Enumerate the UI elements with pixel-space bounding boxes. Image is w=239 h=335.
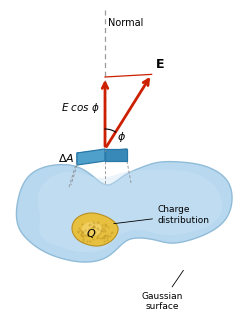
Text: ϕ: ϕ xyxy=(118,132,125,142)
Polygon shape xyxy=(38,170,222,252)
Text: $\mathbf{E}$: $\mathbf{E}$ xyxy=(155,58,164,71)
Polygon shape xyxy=(77,149,105,165)
Polygon shape xyxy=(72,213,118,246)
Polygon shape xyxy=(16,161,232,262)
Text: $Q$: $Q$ xyxy=(86,227,96,241)
Text: Gaussian
surface: Gaussian surface xyxy=(141,270,184,312)
Text: Charge
distribution: Charge distribution xyxy=(114,205,210,225)
Polygon shape xyxy=(77,149,127,161)
Text: $\Delta A$: $\Delta A$ xyxy=(58,152,74,164)
Text: $E$ cos $\phi$: $E$ cos $\phi$ xyxy=(61,101,100,115)
Text: Normal: Normal xyxy=(108,18,143,28)
Ellipse shape xyxy=(82,222,102,236)
Polygon shape xyxy=(105,149,127,161)
